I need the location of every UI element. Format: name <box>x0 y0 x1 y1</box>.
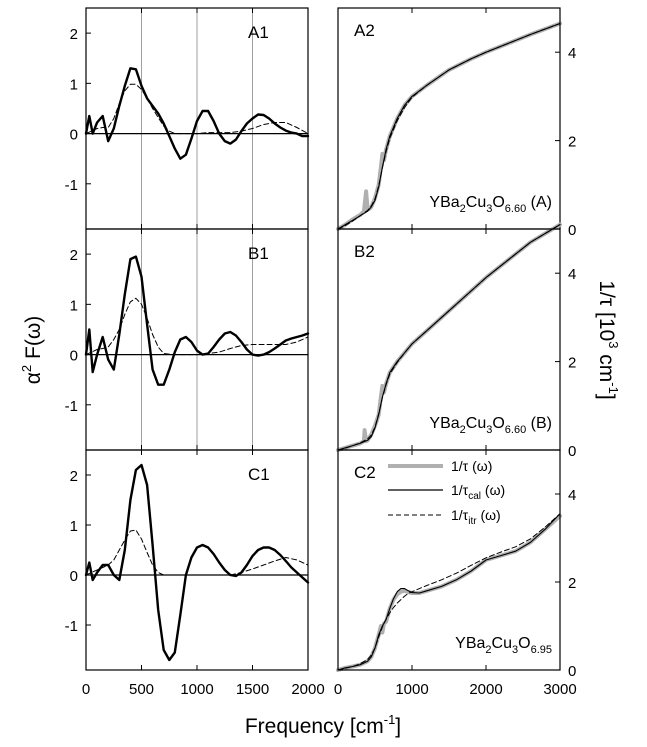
panel-frame <box>85 449 309 671</box>
panel-label: B2 <box>354 242 375 261</box>
y-tick-label: -1 <box>65 177 78 194</box>
panel-b2: 0 2 4 B2 YBa2Cu3O6.60 (B) <box>336 222 576 460</box>
x-tick-label: 0 <box>82 681 90 698</box>
series-solid-line <box>337 224 561 451</box>
compound-label: YBa2Cu3O6.60 (B) <box>429 415 552 436</box>
y-tick-label: -1 <box>65 398 78 415</box>
y-tick-label: 2 <box>70 468 78 485</box>
y-tick-label: 2 <box>70 247 78 264</box>
y-tick-label: 0 <box>70 348 78 365</box>
y-tick-label: 1 <box>70 297 78 314</box>
series-dashed-line <box>85 529 309 576</box>
y-tick-label: 1 <box>70 76 78 93</box>
series-solid-thick-line <box>84 463 310 662</box>
legend-label: 1/τ (ω) <box>451 458 492 474</box>
panel-label: C2 <box>354 463 376 482</box>
y-tick-label: 0 <box>568 663 576 680</box>
x-tick-label: 0 <box>334 681 342 698</box>
x-tick-label: 3000 <box>543 681 576 698</box>
panel-label: C1 <box>248 465 270 484</box>
y-tick-label: 2 <box>568 575 576 592</box>
y-tick-label: 2 <box>70 26 78 43</box>
y-tick-label: 4 <box>568 487 576 504</box>
x-tick-label: 2000 <box>469 681 502 698</box>
panel-label: B1 <box>248 244 269 263</box>
legend-label: 1/τcal (ω) <box>451 482 505 502</box>
y-tick-label: 4 <box>568 45 576 62</box>
legend: 1/τ (ω) 1/τcal (ω) 1/τitr (ω) <box>388 458 505 527</box>
series-dashed-line <box>337 224 561 451</box>
y-tick-label: 4 <box>568 266 576 283</box>
x-tick-label: 2000 <box>291 681 324 698</box>
panel-frame <box>337 449 561 671</box>
y-tick-label: -1 <box>65 618 78 635</box>
panel-a1: -1 0 1 2 A1 <box>65 7 310 230</box>
panel-label: A2 <box>354 21 375 40</box>
series-dashed-line <box>85 83 309 135</box>
y-tick-label: 0 <box>568 443 576 460</box>
series-dashed-line <box>85 297 309 356</box>
y-tick-label: 2 <box>568 355 576 372</box>
series-dashed-line <box>337 23 561 230</box>
y-tick-label: 2 <box>568 134 576 151</box>
panel-label: A1 <box>248 23 269 42</box>
y-axis-label-left: α2 F(ω) <box>19 316 45 384</box>
y-tick-label: 0 <box>70 127 78 144</box>
x-tick-label: 1500 <box>236 681 269 698</box>
y-tick-label: 0 <box>70 568 78 585</box>
panel-c1: -1 0 1 2 0 500 1000 1500 2000 C1 <box>65 449 325 698</box>
x-tick-label: 500 <box>129 681 154 698</box>
x-tick-label: 1000 <box>395 681 428 698</box>
series-dashed-line <box>337 513 561 671</box>
y-tick-label: 1 <box>70 518 78 535</box>
panel-a2: 0 2 4 A2 YBa2Cu3O6.60 (A) <box>336 7 576 239</box>
compound-label: YBa2Cu3O6.60 (A) <box>429 194 552 215</box>
compound-label: YBa2Cu3O6.95 <box>455 635 552 656</box>
panel-b1: -1 0 1 2 B1 <box>65 228 310 451</box>
x-tick-label: 1000 <box>180 681 213 698</box>
x-axis-label: Frequency [cm-1] <box>245 712 401 738</box>
y-tick-label: 0 <box>568 222 576 239</box>
series-solid-thick-line <box>84 67 310 160</box>
series-solid-line <box>337 513 561 671</box>
y-axis-label-right: 1/τ [103 cm-1] <box>595 280 621 399</box>
series-solid-thick-line <box>84 255 310 386</box>
legend-label: 1/τitr (ω) <box>451 507 501 527</box>
